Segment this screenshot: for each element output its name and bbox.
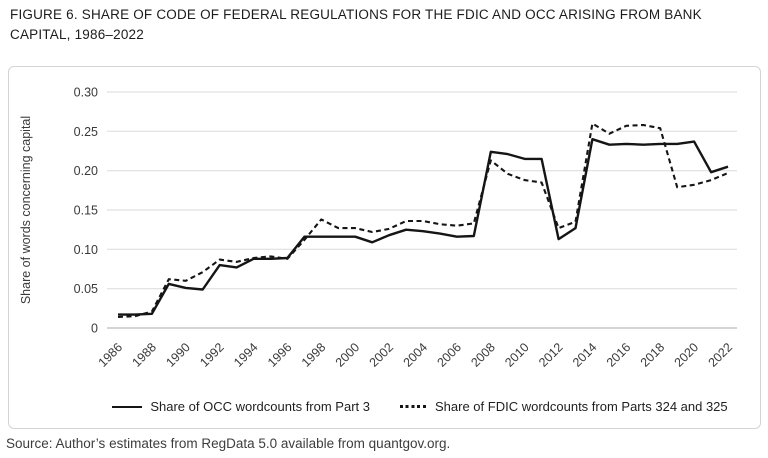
fdic-series-line: [117, 122, 729, 319]
x-tick-label: 2018: [638, 340, 668, 370]
x-tick-label: 2008: [468, 340, 498, 370]
y-tick-label: 0.25: [74, 125, 98, 139]
x-tick-label: 2014: [570, 340, 600, 370]
legend-item-fdic: Share of FDIC wordcounts from Parts 324 …: [400, 399, 728, 414]
y-axis-title: Share of words concerning capital: [19, 116, 33, 304]
occ-series-line: [118, 137, 729, 316]
y-tick-label: 0.30: [74, 86, 98, 100]
y-tick-label: 0.20: [74, 164, 98, 178]
x-tick-label: 1988: [129, 340, 159, 370]
legend-label-occ: Share of OCC wordcounts from Part 3: [150, 399, 370, 414]
figure-title-line2: CAPITAL, 1986–2022: [10, 27, 144, 42]
y-tick-label: 0: [91, 322, 98, 336]
x-tick-label: 1992: [197, 340, 227, 370]
y-tick-label: 0.05: [74, 282, 98, 296]
chart-frame: [8, 66, 761, 429]
figure-title: FIGURE 6. SHARE OF CODE OF FEDERAL REGUL…: [10, 5, 755, 45]
x-tick-label: 1998: [299, 340, 329, 370]
x-tick-label: 2002: [367, 340, 397, 370]
y-tick-label: 0.10: [74, 243, 98, 257]
x-tick-label: 1990: [163, 340, 193, 370]
x-tick-label: 2004: [401, 340, 431, 370]
x-tick-label: 2020: [672, 340, 702, 370]
x-tick-label: 1994: [231, 340, 261, 370]
source-note: Source: Author’s estimates from RegData …: [6, 436, 451, 451]
x-tick-label: 2016: [604, 340, 634, 370]
x-tick-label: 2012: [536, 340, 566, 370]
x-tick-label: 1996: [265, 340, 295, 370]
x-tick-label: 2006: [434, 340, 464, 370]
x-tick-label: 2000: [333, 340, 363, 370]
y-tick-label: 0.15: [74, 204, 98, 218]
legend: Share of OCC wordcounts from Part 3 Shar…: [88, 399, 752, 414]
x-tick-label: 1986: [96, 340, 126, 370]
legend-label-fdic: Share of FDIC wordcounts from Parts 324 …: [435, 399, 728, 414]
figure-title-line1: FIGURE 6. SHARE OF CODE OF FEDERAL REGUL…: [10, 7, 702, 22]
x-tick-label: 2022: [706, 340, 736, 370]
x-tick-label: 2010: [502, 340, 532, 370]
legend-item-occ: Share of OCC wordcounts from Part 3: [112, 399, 370, 414]
solid-line-swatch: [112, 405, 143, 408]
dashed-line-swatch: [400, 405, 427, 408]
